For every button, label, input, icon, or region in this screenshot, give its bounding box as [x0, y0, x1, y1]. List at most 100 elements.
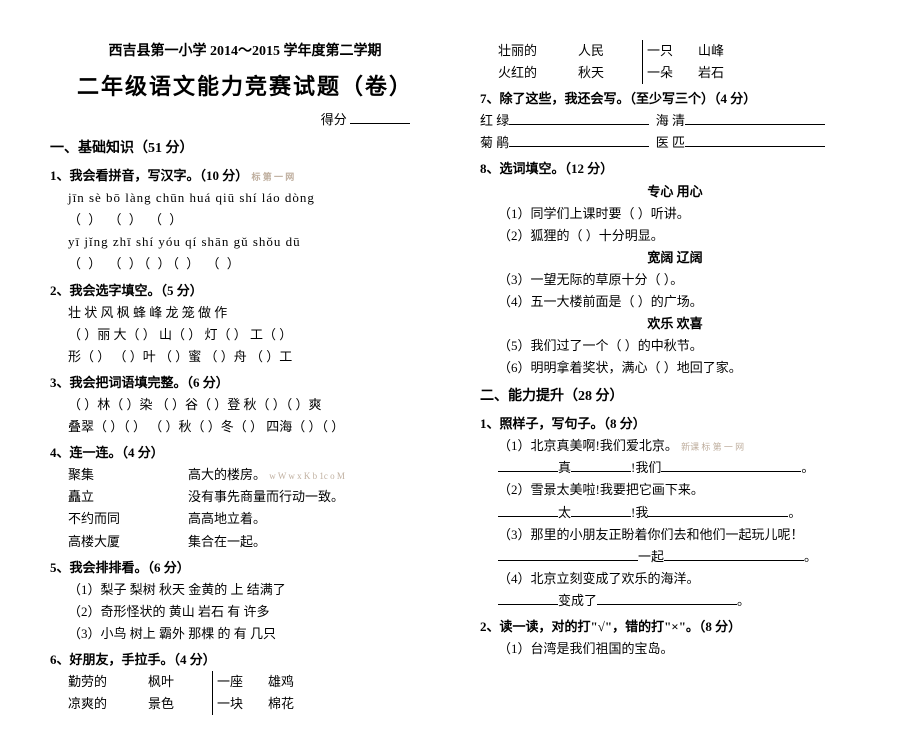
q4-b1-text: 高大的楼房。	[188, 467, 266, 482]
q1-heading: 1、我会看拼音，写汉字。（10 分） 标 第 一 网	[50, 165, 440, 187]
school-header: 西吉县第一小学 2014～2015 学年度第二学期	[50, 40, 440, 64]
s2q1-l1c-t: !我们	[631, 460, 661, 475]
q5-heading: 5、我会排排看。（6 分）	[50, 557, 440, 579]
s2q2-heading: 2、读一读，对的打"√"，错的打"×"。（8 分）	[480, 616, 870, 638]
q8-w2: 宽阔 辽阔	[480, 247, 870, 269]
s2q1-l2: （2）雪景太美啦!我要把它画下来。	[480, 479, 870, 501]
q6-r1c3: 一座	[212, 671, 268, 693]
s2q1-l3b-t: 一起	[638, 549, 664, 564]
q8-w1: 专心 用心	[480, 181, 870, 203]
q2-heading: 2、我会选字填空。（5 分）	[50, 280, 440, 302]
s2q1-bl2	[571, 471, 631, 472]
s2q1-l3: （3）那里的小朋友正盼着你们去和他们一起玩儿呢！	[480, 524, 870, 546]
q8-l3: （3）一望无际的草原十分（ ）。	[480, 269, 870, 291]
q2-line3: 形（ ） （ ）叶 （ ）蜜 （ ）舟 （ ）工	[50, 346, 440, 368]
q3-line2: 叠翠（ ）（ ） （ ）秋（ ）冬（ ） 四海（ ）（ ）	[50, 416, 440, 438]
q8-l2: （2）狐狸的（ ）十分明显。	[480, 225, 870, 247]
q6-r2c3: 一块	[212, 693, 268, 715]
s2q1-bl1	[498, 471, 558, 472]
q6r-r1c1: 壮丽的	[498, 40, 578, 62]
q7-blank1	[509, 124, 649, 125]
q6r-r2c3: 一朵	[642, 62, 698, 84]
score-line: 得分	[50, 109, 440, 131]
q8-l1: （1）同学们上课时要（ ）听讲。	[480, 203, 870, 225]
q4-a4: 高楼大厦	[68, 531, 188, 553]
q6-r2c2: 景色	[148, 693, 208, 715]
s2q1-l1b-t: 真	[558, 460, 571, 475]
q4-b4: 集合在一起。	[188, 531, 440, 553]
q1-h-text: 1、我会看拼音，写汉字。（10 分）	[50, 168, 248, 183]
q5-l1: （1）梨子 梨树 秋天 金黄的 上 结满了	[50, 579, 440, 601]
score-blank	[350, 123, 410, 124]
q6r-row1: 壮丽的 人民 一只 山峰	[498, 40, 870, 62]
q3-line1: （ ）林（ ）染 （ ）谷（ ）登 秋（ ）（ ）爽	[50, 394, 440, 416]
right-column: 壮丽的 人民 一只 山峰 火红的 秋天 一朵 岩石 7、除了这些，我还会写。（至…	[480, 40, 870, 715]
q8-w3: 欢乐 欢喜	[480, 313, 870, 335]
s2q1-l3b: 一起。	[480, 546, 870, 568]
s2q1-l2c-t: !我	[631, 505, 648, 520]
q8-l5: （5）我们过了一个（ ）的中秋节。	[480, 335, 870, 357]
s2q1-bl9	[498, 604, 558, 605]
q1-brackets1: （ ） （ ） （ ）	[50, 209, 440, 231]
s2q1-l2b-t: 太	[558, 505, 571, 520]
q1-pinyin2: yī jǐng zhī shí yóu qí shān gǔ shǒu dū	[50, 231, 440, 253]
q6-r2c4: 棉花	[268, 693, 328, 715]
q4-a3: 不约而同	[68, 508, 188, 530]
q4-grid: 聚集 高大的楼房。 w W w x K b 1c o M 矗立 没有事先商量而行…	[50, 464, 440, 552]
q7-l2a: 菊 鹃	[480, 135, 509, 150]
q7-blank3	[509, 146, 649, 147]
s2q1-watermark: 新课 标 第 一 网	[681, 442, 744, 452]
q6r-r1c4: 山峰	[698, 40, 758, 62]
q6r-grid: 壮丽的 人民 一只 山峰 火红的 秋天 一朵 岩石	[480, 40, 870, 84]
q1-pinyin1: jīn sè bō làng chūn huá qiū shí láo dòng	[50, 187, 440, 209]
q8-l6: （6）明明拿着奖状，满心（ ）地回了家。	[480, 357, 870, 379]
s2q2-l1: （1）台湾是我们祖国的宝岛。	[480, 638, 870, 660]
q7-l1: 红 绿 海 清	[480, 110, 870, 132]
s2q1-l4: （4）北京立刻变成了欢乐的海洋。	[480, 568, 870, 590]
q4-a1: 聚集	[68, 464, 188, 486]
s2q1-bl8	[664, 560, 804, 561]
left-column: 西吉县第一小学 2014～2015 学年度第二学期 二年级语文能力竞赛试题（卷）…	[50, 40, 440, 715]
q6-grid: 勤劳的 枫叶 一座 雄鸡 凉爽的 景色 一块 棉花	[50, 671, 440, 715]
q6r-r2c1: 火红的	[498, 62, 578, 84]
s2q1-l1-text: （1）北京真美啊!我们爱北京。	[498, 438, 678, 453]
q6-row1: 勤劳的 枫叶 一座 雄鸡	[68, 671, 440, 693]
q7-l2: 菊 鹃 医 匹	[480, 132, 870, 154]
q8-heading: 8、选词填空。（12 分）	[480, 158, 870, 180]
s2q1-l1b: 真!我们。	[480, 457, 870, 479]
score-label: 得分	[321, 112, 347, 127]
q7-blank4	[685, 146, 825, 147]
q7-l1b: 海 清	[656, 113, 685, 128]
q6r-r1c3: 一只	[642, 40, 698, 62]
s2q1-l4b-t: 变成了	[558, 593, 597, 608]
q6-row2: 凉爽的 景色 一块 棉花	[68, 693, 440, 715]
s2q1-l1: （1）北京真美啊!我们爱北京。 新课 标 第 一 网	[480, 435, 870, 457]
s2q1-l2b: 太!我。	[480, 502, 870, 524]
q4-heading: 4、连一连。（4 分）	[50, 442, 440, 464]
s2q1-bl5	[571, 516, 631, 517]
q3-heading: 3、我会把词语填完整。（6 分）	[50, 372, 440, 394]
q1-watermark: 标 第 一 网	[252, 172, 295, 182]
q2-line1: 壮 状 风 枫 蜂 峰 龙 笼 做 作	[50, 302, 440, 324]
q7-l2b: 医 匹	[656, 135, 685, 150]
q6-r1c1: 勤劳的	[68, 671, 148, 693]
q6r-r1c2: 人民	[578, 40, 638, 62]
s2q1-bl7	[498, 560, 638, 561]
q7-l1a: 红 绿	[480, 113, 509, 128]
q2-line2: （ ）丽 大（ ） 山（ ） 灯（ ） 工（ ）	[50, 324, 440, 346]
section1-heading: 一、基础知识（51 分）	[50, 137, 440, 161]
q4-b2: 没有事先商量而行动一致。	[188, 486, 440, 508]
s2q1-bl10	[597, 604, 737, 605]
q6r-r2c2: 秋天	[578, 62, 638, 84]
q7-heading: 7、除了这些，我还会写。（至少写三个）（4 分）	[480, 88, 870, 110]
q6-r2c1: 凉爽的	[68, 693, 148, 715]
q4-b1: 高大的楼房。 w W w x K b 1c o M	[188, 464, 440, 486]
q4-b3: 高高地立着。	[188, 508, 440, 530]
q8-l4: （4）五一大楼前面是（ ）的广场。	[480, 291, 870, 313]
q6-r1c4: 雄鸡	[268, 671, 328, 693]
s2q1-bl4	[498, 516, 558, 517]
q6r-row2: 火红的 秋天 一朵 岩石	[498, 62, 870, 84]
q4-watermark: w W w x K b 1c o M	[269, 471, 345, 481]
q6r-r2c4: 岩石	[698, 62, 758, 84]
s2q1-bl3	[661, 471, 801, 472]
